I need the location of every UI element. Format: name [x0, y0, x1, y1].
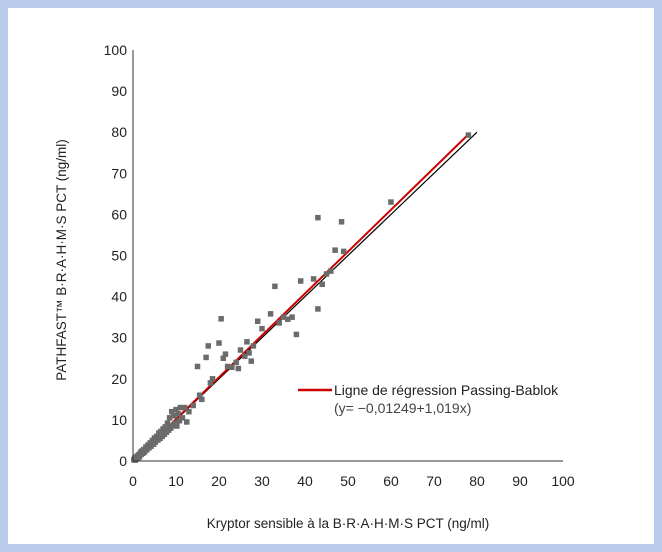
data-point — [207, 380, 214, 386]
data-point — [173, 406, 179, 413]
data-point — [216, 340, 222, 346]
data-point — [280, 314, 287, 320]
data-point — [315, 214, 321, 221]
data-point — [168, 408, 175, 415]
data-point — [209, 376, 216, 382]
data-point — [235, 365, 242, 372]
axes-layer — [132, 50, 563, 462]
data-point — [254, 318, 261, 325]
data-point — [181, 404, 188, 411]
data-point — [242, 353, 248, 359]
data-point — [186, 408, 192, 415]
y-tick-label: 10 — [111, 412, 127, 428]
data-point — [203, 354, 209, 361]
y-tick-label: 90 — [111, 83, 127, 99]
y-axis-title: PATHFAST™ B·R·A·H·M·S PCT (ng/ml) — [54, 139, 69, 381]
x-tick-label: 70 — [426, 473, 442, 489]
data-point — [218, 316, 224, 322]
data-point — [276, 320, 282, 326]
data-point — [233, 359, 239, 366]
data-point — [237, 347, 244, 353]
data-point — [224, 363, 231, 370]
data-point — [220, 355, 227, 361]
regression-line — [132, 133, 470, 462]
data-point — [172, 420, 178, 426]
data-point — [205, 343, 211, 349]
data-point — [297, 278, 304, 284]
data-point — [190, 402, 196, 409]
data-point — [338, 219, 345, 225]
y-tick-label: 60 — [111, 206, 127, 222]
data-point — [328, 268, 334, 274]
x-tick-label: 40 — [297, 473, 313, 489]
data-point — [171, 413, 177, 419]
data-point — [196, 392, 203, 398]
data-point — [289, 314, 295, 320]
data-point — [174, 423, 180, 429]
data-point — [323, 271, 330, 277]
x-tick-label: 50 — [340, 473, 356, 489]
x-tick-label: 0 — [129, 473, 137, 489]
x-tick-label: 90 — [512, 473, 528, 489]
chart-frame: 0 10 20 30 40 50 60 70 80 90 100 0 10 20 30 40 50 60 70 80… — [8, 8, 654, 544]
y-tick-label: 50 — [111, 248, 127, 264]
x-tick-label: 30 — [254, 473, 270, 489]
y-tick-label: 40 — [111, 289, 127, 305]
y-tick-label: 0 — [119, 453, 127, 469]
lines-layer — [132, 131, 478, 462]
data-point — [248, 358, 254, 364]
y-tick-label: 20 — [111, 371, 127, 387]
data-point — [259, 325, 265, 332]
data-point — [332, 247, 338, 253]
x-axis-title: Kryptor sensible à la B·R·A·H·M·S PCT (n… — [207, 516, 490, 531]
data-point — [179, 415, 186, 421]
data-point — [184, 419, 190, 425]
data-point — [244, 339, 250, 345]
x-tick-label: 80 — [469, 473, 485, 489]
data-point — [293, 331, 300, 338]
x-tick-label: 10 — [168, 473, 184, 489]
data-point — [340, 248, 347, 255]
y-tick-label: 100 — [104, 42, 128, 58]
y-tick-label: 80 — [111, 124, 127, 140]
data-point — [199, 396, 205, 403]
data-point — [319, 281, 325, 288]
y-tick-label: 30 — [111, 330, 127, 346]
scatter-chart: 0 10 20 30 40 50 60 70 80 90 100 0 10 20 30 40 50 60 70 80… — [54, 42, 575, 531]
x-tick-label: 60 — [383, 473, 399, 489]
x-tick-label: 20 — [211, 473, 227, 489]
data-point — [388, 199, 394, 205]
data-point — [250, 343, 257, 349]
data-point — [310, 276, 317, 282]
x-tick-label: 100 — [551, 473, 575, 489]
legend-equation: (y= −0,01249+1,019x) — [334, 400, 471, 416]
data-point — [222, 351, 229, 357]
data-point — [272, 283, 278, 290]
x-tick-labels: 0 10 20 30 40 50 60 70 80 90 100 — [129, 473, 575, 489]
data-point — [164, 420, 171, 426]
y-tick-labels: 0 10 20 30 40 50 60 70 80 90 100 — [104, 42, 128, 469]
data-point — [229, 364, 235, 371]
data-point — [465, 132, 472, 138]
legend-label: Ligne de régression Passing-Bablok — [334, 382, 559, 398]
data-point — [194, 363, 201, 370]
points-layer — [131, 132, 472, 463]
data-point — [176, 417, 183, 424]
data-point — [285, 316, 291, 322]
data-point — [166, 415, 173, 421]
data-point — [175, 410, 181, 417]
data-point — [153, 433, 160, 440]
data-point — [267, 311, 274, 317]
data-point — [246, 350, 252, 356]
data-point — [177, 404, 184, 411]
y-tick-label: 70 — [111, 165, 127, 181]
data-point — [162, 424, 168, 430]
data-point — [315, 306, 321, 312]
legend: Ligne de régression Passing-Bablok (y= −… — [298, 382, 559, 416]
